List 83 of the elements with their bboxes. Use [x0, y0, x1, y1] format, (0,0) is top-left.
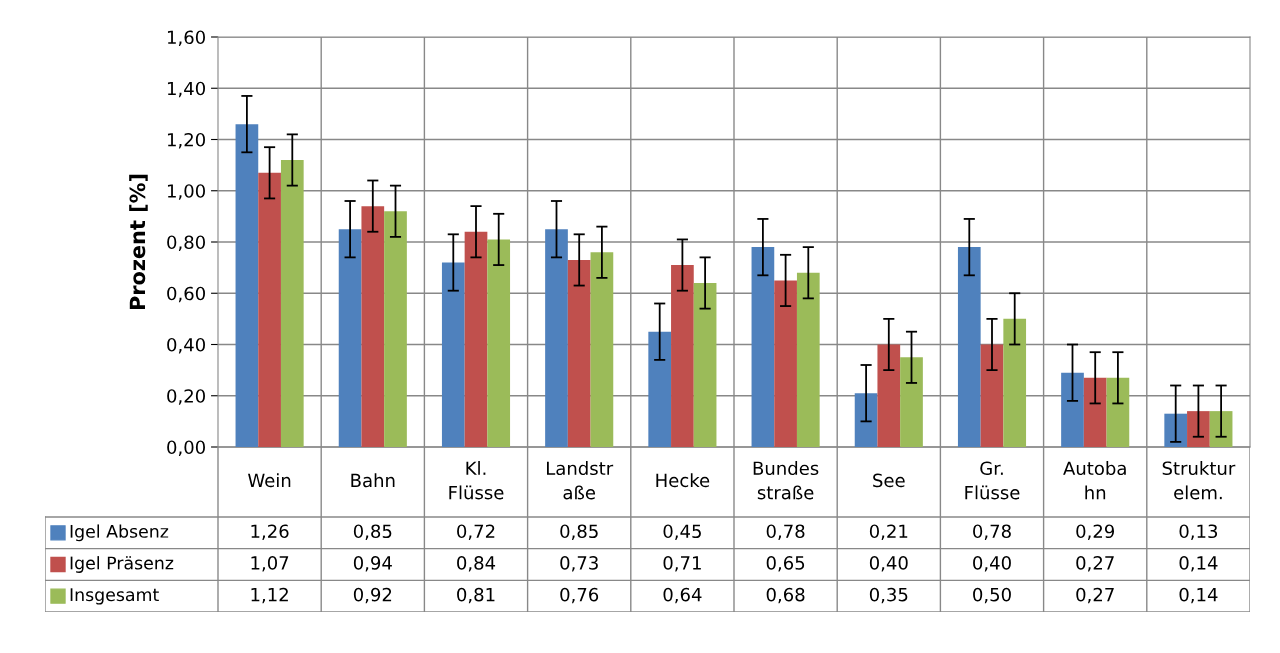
bar: [441, 262, 465, 447]
data-label: 0,84: [457, 556, 496, 572]
data-label: 0,14: [1179, 587, 1218, 604]
data-label: 0,35: [869, 587, 908, 604]
x-tick-label: Struktur elem.: [1162, 461, 1236, 500]
data-label: 0,85: [353, 524, 392, 540]
bar: [338, 229, 362, 447]
data-label: 0,29: [1076, 524, 1115, 540]
y-tick-label: 1,00: [167, 184, 205, 200]
bar: [1106, 377, 1130, 447]
legend-label: Insgesamt: [70, 588, 159, 605]
data-label: 0,27: [1076, 556, 1114, 572]
bar: [567, 259, 591, 447]
bar: [590, 252, 614, 447]
data-label: 0,21: [869, 524, 908, 540]
data-label: 0,14: [1179, 556, 1218, 572]
data-label: 0,72: [457, 524, 495, 540]
bar: [648, 331, 672, 447]
bar: [671, 265, 694, 447]
data-label: 0,13: [1179, 524, 1218, 540]
y-tick-label: 1,20: [167, 132, 205, 149]
data-label: 0,64: [663, 587, 702, 604]
x-tick-label: Kl. Flüsse: [449, 461, 504, 500]
data-label: 0,76: [560, 587, 599, 604]
bar: [280, 160, 304, 447]
bar: [487, 239, 511, 447]
data-label: 0,73: [560, 556, 598, 572]
bar: [464, 231, 488, 447]
x-tick-label: Gr. Flüsse: [965, 461, 1020, 500]
bar: [361, 206, 385, 447]
x-tick-label: Bundes straße: [753, 461, 819, 500]
data-label: 0,81: [457, 587, 495, 604]
data-label: 1,26: [251, 524, 289, 540]
bar: [545, 229, 568, 447]
bar: [1164, 413, 1188, 447]
x-tick-label: Landstr aße: [547, 461, 614, 500]
y-tick-label: 0,20: [167, 389, 205, 405]
bar: [957, 247, 981, 447]
bar: [980, 344, 1004, 447]
data-label: 0,71: [663, 556, 701, 572]
data-label: 0,85: [560, 524, 598, 540]
legend-label: Igel Absenz: [70, 524, 169, 542]
data-label: 0,45: [663, 524, 701, 540]
data-label: 0,92: [353, 587, 392, 604]
bar: [235, 124, 259, 447]
bar: [796, 272, 820, 447]
y-tick-label: 1,40: [167, 81, 205, 98]
legend-label: Igel Präsenz: [70, 556, 174, 573]
bar: [877, 344, 901, 447]
data-label: 0,94: [353, 556, 392, 572]
data-label: 0,65: [766, 556, 805, 572]
data-label: 0,40: [973, 556, 1011, 572]
bar: [1209, 411, 1233, 447]
x-tick-label: Hecke: [656, 473, 710, 488]
y-tick-label: 1,60: [167, 30, 205, 46]
y-tick-label: 0,40: [167, 337, 205, 354]
bar: [258, 172, 281, 447]
data-label: 0,68: [766, 587, 805, 604]
bar: [900, 357, 923, 447]
bar: [774, 280, 797, 447]
bar: [1187, 411, 1210, 447]
y-tick-label: 0,60: [167, 286, 205, 303]
data-label: 0,78: [973, 524, 1011, 540]
bar: [751, 247, 775, 447]
y-tick-label: 0,00: [167, 440, 205, 456]
bar: [384, 211, 407, 447]
data-label: 0,50: [973, 587, 1011, 604]
data-label: 0,78: [766, 524, 805, 540]
x-tick-label: Bahn: [351, 473, 395, 488]
x-tick-label: Wein: [248, 473, 291, 488]
bar: [1061, 372, 1084, 447]
data-label: 1,12: [251, 587, 288, 604]
bar: [693, 283, 717, 447]
bar: [1083, 377, 1107, 447]
data-label: 1,07: [251, 556, 289, 572]
y-tick-label: 0,80: [167, 235, 205, 251]
data-label: 0,40: [869, 556, 908, 572]
y-axis-title: Prozent [%]: [129, 174, 148, 310]
data-label: 0,27: [1076, 587, 1114, 604]
x-tick-label: See: [873, 473, 905, 488]
bar: [1003, 318, 1027, 447]
bar: [854, 393, 878, 447]
x-tick-label: Autoba hn: [1063, 461, 1126, 500]
